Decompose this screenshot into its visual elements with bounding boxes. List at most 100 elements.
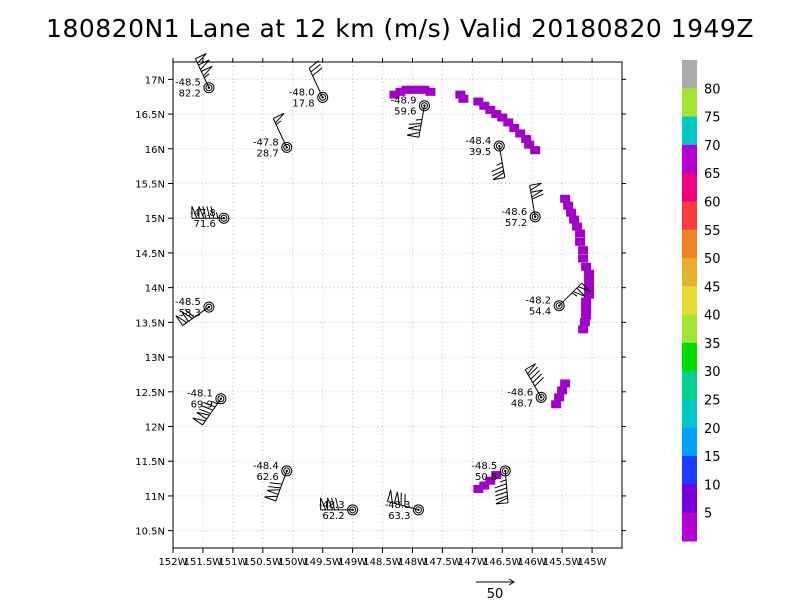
station-speed: 59.6 [394,107,416,118]
station-ring-outer [529,211,541,223]
colorbar-swatch [682,342,697,372]
colorbar-swatch [682,173,697,202]
x-tick-label: 148W [398,557,427,568]
shaded-cell [479,481,490,490]
colorbar-label: 75 [704,111,721,126]
station: -48.959.6 [391,96,430,138]
colorbar-label: 15 [704,450,721,465]
colorbar-swatch [682,88,697,118]
shaded-cell [485,476,496,485]
colorbar-swatch [682,314,697,344]
shaded-cell [485,105,496,114]
station-ring-mid [537,393,545,401]
colorbar-label: 10 [704,478,721,493]
station-speed: 57.2 [505,218,527,229]
y-tick-label: 14.5N [135,249,165,260]
station-ring-outer [553,300,565,312]
y-tick-label: 13.5N [135,318,165,329]
station-ring-outer [317,91,329,103]
wind-barb [491,145,506,181]
station-temperature: -47.8 [253,137,279,148]
station-temperature: -48.6 [507,387,533,398]
station: -48.582.2 [175,53,215,100]
colorbar-swatch [682,456,697,485]
station: -48.017.8 [289,60,329,109]
shaded-cell [530,146,541,155]
station-ring-mid [420,102,428,110]
x-tick-label: 146W [518,557,547,568]
colorbar-label: 25 [704,394,721,409]
station-ring-mid [555,302,563,310]
colorbar-swatch [682,229,697,259]
shaded-cell [419,85,430,94]
shaded-region [389,85,595,493]
y-tick-label: 15.5N [135,180,165,191]
shaded-cell [560,379,571,388]
shaded-cell [584,269,595,278]
wind-barb [192,398,222,426]
colorbar-swatch [682,427,697,457]
y-tick-label: 15N [145,214,165,225]
shaded-cell [515,129,526,138]
station-ring-outer [281,141,293,153]
station-ring-outer [493,140,505,152]
station-temperature: -48.4 [465,136,491,147]
shaded-cell [557,386,568,395]
station-speed: 50.8 [475,472,497,483]
station-dot [504,469,507,473]
station: -48.254.4 [525,282,591,318]
station-temperature: -48.5 [175,78,201,89]
colorbar-swatch [682,371,697,401]
shaded-cell [575,229,586,238]
shaded-cell [579,318,590,327]
shaded-cell [401,85,412,94]
shaded-cell [578,254,589,263]
shaded-cell [425,87,436,96]
colorbar-label: 65 [704,167,721,182]
plot-frame [172,61,623,549]
station-speed: 71.6 [194,219,216,230]
shaded-cell [395,87,406,96]
station-speed: 63.3 [388,511,410,522]
station: -48.657.2 [501,182,544,229]
station-ring-mid [414,506,422,514]
colorbar-label: 70 [704,139,721,154]
shaded-cell [491,110,502,119]
y-tick-label: 12N [145,423,165,434]
x-tick-label: 145W [578,557,607,568]
station-ring-outer [535,391,547,403]
x-tick-label: 148.5W [363,557,402,568]
colorbar-label: 50 [704,252,721,267]
y-tick-label: 11N [145,492,165,503]
shaded-cell [569,215,580,224]
station-ring-outer [281,465,293,477]
x-tick-label: 147W [458,557,487,568]
wind-barb [320,497,353,511]
y-tick-label: 14N [145,284,165,295]
colorbar-label: 60 [704,195,721,210]
x-tick-label: 145.5W [543,557,582,568]
shaded-cell [491,471,502,480]
plot-area [173,62,622,548]
station-ring-outer [215,393,227,405]
y-tick-label: 12.5N [135,388,165,399]
station-ring-mid [217,395,225,403]
shaded-cell [407,85,418,94]
shaded-cell [554,393,565,402]
colorbar-label: 45 [704,280,721,295]
shaded-cell [479,101,490,110]
shaded-cell [566,208,577,217]
station-temperature: -48.0 [289,87,315,98]
shaded-cell [458,94,469,103]
shaded-cell [521,135,532,144]
station-speed: 58.3 [179,308,201,319]
colorbar-swatch [682,201,697,231]
y-tick-label: 11.5N [135,457,165,468]
station-ring-outer [203,82,215,94]
x-tick-label: 147.5W [423,557,462,568]
colorbar-label: 55 [704,224,721,239]
x-tick-label: 150W [278,557,307,568]
station-ring-mid [205,84,213,92]
station-speed: 54.4 [529,307,551,318]
